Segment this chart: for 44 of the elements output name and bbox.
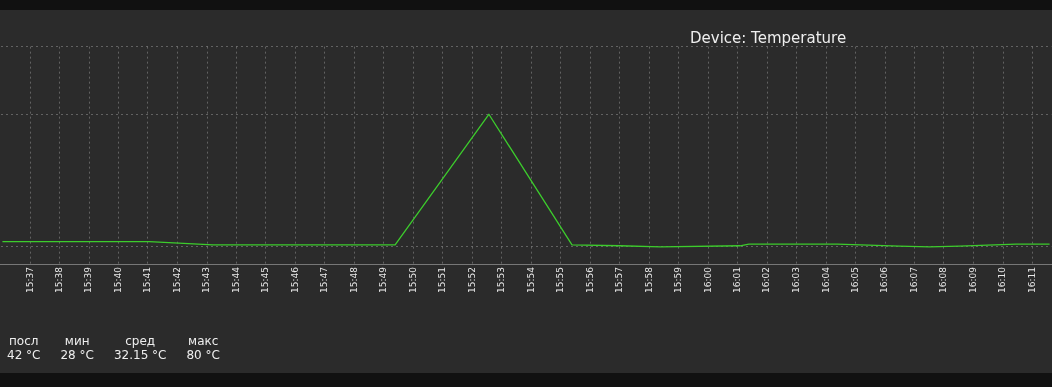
x-tick-label: 15:55	[555, 267, 566, 293]
x-tick-label: 16:03	[790, 267, 801, 293]
x-tick-label: 15:53	[496, 267, 507, 293]
x-tick-label: 15:49	[378, 266, 389, 293]
x-tick-label: 15:42	[171, 267, 182, 293]
x-tick-label: 16:01	[732, 267, 743, 293]
text: 80 °C	[186, 348, 220, 362]
x-tick-label: 15:47	[319, 267, 330, 293]
x-tick-label: 15:51	[437, 267, 448, 293]
x-tick-label: 16:10	[997, 266, 1008, 293]
x-tick-label: 15:37	[24, 267, 35, 293]
x-tick-label: 15:40	[112, 266, 123, 293]
x-tick-label: 15:57	[614, 267, 625, 293]
x-tick-label: 16:04	[820, 266, 831, 293]
text: макс	[187, 334, 220, 348]
x-tick-label: 15:50	[407, 266, 418, 293]
x-tick-label: 16:07	[908, 267, 919, 293]
text: 32.15 °C	[113, 348, 167, 362]
x-tick-label: 16:06	[879, 266, 890, 293]
x-tick-label: 15:38	[53, 266, 64, 293]
chart-title: Device: Temperature	[690, 29, 847, 47]
x-tick-label: 15:44	[230, 266, 241, 293]
x-tick-label: 15:43	[201, 267, 212, 293]
text: 42 °C	[7, 348, 41, 362]
x-tick-label: 15:54	[525, 266, 536, 293]
x-tick-label: 15:59	[673, 266, 683, 293]
text: 28 °C	[60, 348, 94, 362]
x-tick-label: 15:45	[260, 267, 271, 293]
x-tick-label: 15:58	[643, 266, 654, 293]
x-tick-label: 16:00	[702, 266, 713, 293]
x-tick-label: 15:41	[142, 267, 153, 293]
x-tick-label: 16:08	[938, 266, 949, 293]
x-tick-label: 15:48	[348, 266, 359, 293]
x-tick-label: 15:56	[584, 266, 595, 293]
text: сред	[124, 334, 157, 348]
x-tick-label: 16:09	[967, 266, 978, 293]
x-tick-label: 15:46	[289, 266, 300, 293]
x-tick-label: 15:39	[83, 266, 94, 293]
text: посл	[8, 334, 40, 348]
x-tick-label: 15:52	[466, 267, 477, 293]
x-tick-label: 16:05	[849, 267, 860, 293]
text: мин	[63, 334, 91, 348]
x-tick-label: 16:02	[761, 267, 772, 293]
x-tick-label: 16:11	[1026, 267, 1037, 293]
